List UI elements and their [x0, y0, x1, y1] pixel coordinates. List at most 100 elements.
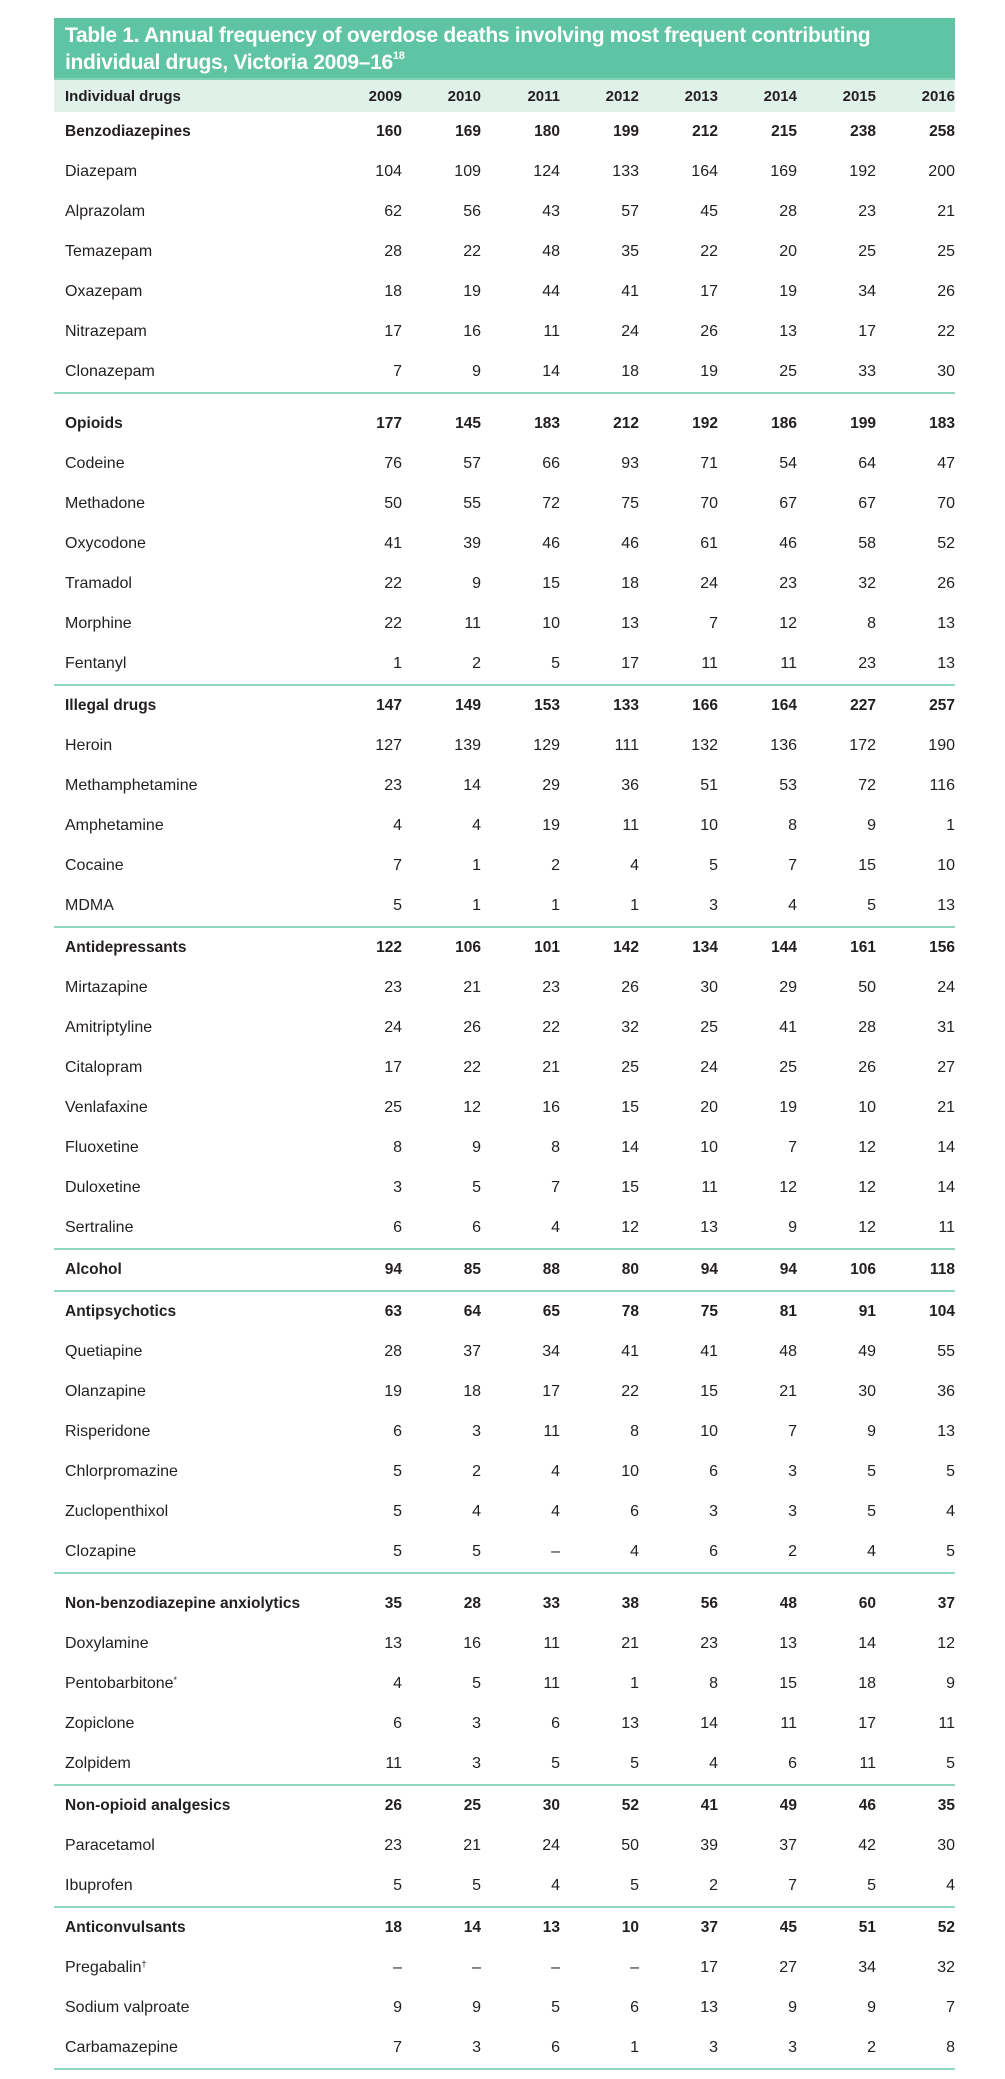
value-cell: 227	[850, 697, 876, 714]
value-cell: 10	[542, 615, 560, 632]
value-cell: 11	[543, 1675, 560, 1692]
drug-name: Venlafaxine	[54, 1099, 310, 1117]
value-cell: 61	[700, 535, 718, 552]
value-cell: 23	[779, 575, 797, 592]
value-cell: 52	[937, 1919, 955, 1936]
value-cells: 17 16 11 24 26 13 17 22	[323, 323, 955, 341]
table-row: Clonazepam 7 9 14 18 19 25 33 30	[54, 352, 955, 392]
table-row: Citalopram 17 22 21 25 24 25 26 27	[54, 1048, 955, 1088]
title-reference: 18	[392, 50, 405, 62]
value-cell: 22	[621, 1383, 639, 1400]
value-cell: 142	[613, 939, 639, 956]
value-cells: 18 14 13 10 37 45 51 52	[323, 1919, 955, 1937]
value-cell: 7	[393, 2039, 402, 2056]
table-row: Fentanyl 1 2 5 17 11 11 23 13	[54, 644, 955, 684]
value-cell: 70	[937, 495, 955, 512]
value-cell: 26	[858, 1059, 876, 1076]
header-year: 2011	[527, 87, 560, 105]
value-cell: 14	[700, 1715, 718, 1732]
table-title-text: Table 1. Annual frequency of overdose de…	[65, 24, 871, 74]
value-cell: 20	[779, 243, 797, 260]
table-row: Sodium valproate 9 9 5 6 13 9 9 7	[54, 1988, 955, 2028]
value-cell: 2	[551, 857, 560, 874]
value-cell: 5	[393, 1503, 402, 1520]
drug-name: Heroin	[54, 737, 310, 755]
value-cell: 3	[472, 1423, 481, 1440]
value-cell: 164	[691, 163, 718, 180]
value-cells: 22 9 15 18 24 23 32 26	[323, 575, 955, 593]
value-cell: 23	[384, 979, 402, 996]
value-cell: 72	[858, 777, 876, 794]
drug-name: Amphetamine	[54, 817, 310, 835]
value-cell: 28	[779, 203, 797, 220]
value-cell: 81	[779, 1303, 797, 1320]
drug-name-text: Diazepam	[65, 163, 138, 180]
value-cell: 52	[621, 1797, 639, 1814]
value-cell: 14	[463, 777, 481, 794]
value-cell: 7	[709, 615, 718, 632]
value-cell: 1	[472, 897, 481, 914]
value-cell: 7	[946, 1999, 955, 2016]
value-cell: 4	[630, 1543, 639, 1560]
table-row: Zopiclone 6 3 6 13 14 11 17 11	[54, 1704, 955, 1744]
value-cell: 36	[937, 1383, 955, 1400]
value-cell: 104	[375, 163, 402, 180]
value-cell: 41	[621, 1343, 639, 1360]
drug-name: Fentanyl	[54, 655, 310, 673]
drug-name: Alprazolam	[54, 203, 310, 221]
value-cell: 26	[937, 283, 955, 300]
drug-name: Carbamazepine	[54, 2039, 310, 2057]
drug-name-text: Cocaine	[65, 857, 124, 874]
drug-name: Tramadol	[54, 575, 310, 593]
drug-name: Sodium valproate	[54, 1999, 310, 2017]
value-cell: 106	[850, 1261, 876, 1278]
value-cell: 11	[543, 323, 560, 340]
drug-group: Alcohol 94 85 88 80 94 94 106 118	[54, 1250, 955, 1292]
value-cell: 13	[937, 655, 955, 672]
drug-name-text: MDMA	[65, 897, 114, 914]
value-cell: 45	[700, 203, 718, 220]
table-body: Benzodiazepines 160 169 180 199 212 215 238 258 D…	[54, 112, 955, 2070]
drug-name-text: Amitriptyline	[65, 1019, 153, 1036]
value-cell: 238	[850, 123, 876, 140]
value-cell: 18	[858, 1675, 876, 1692]
value-cell: 23	[384, 1837, 402, 1854]
value-cell: 10	[621, 1919, 639, 1936]
value-cell: 156	[929, 939, 955, 956]
value-cell: 24	[542, 1837, 560, 1854]
value-cell: 21	[621, 1635, 639, 1652]
value-cell: 43	[542, 203, 560, 220]
value-cell: 9	[472, 363, 481, 380]
table-row: Risperidone 6 3 11 8 10 7 9 13	[54, 1412, 955, 1452]
value-cell: 3	[393, 1179, 402, 1196]
value-cell: 48	[542, 243, 560, 260]
value-cell: 101	[534, 939, 560, 956]
value-cell: 13	[700, 1999, 718, 2016]
value-cell: 26	[937, 575, 955, 592]
drug-name-text: Antipsychotics	[65, 1303, 177, 1320]
value-cell: 4	[867, 1543, 876, 1560]
value-cell: 3	[788, 1463, 797, 1480]
value-cell: 6	[630, 1503, 639, 1520]
value-cell: 9	[867, 1999, 876, 2016]
value-cell: 199	[850, 415, 876, 432]
value-cell: 3	[709, 1503, 718, 1520]
value-cell: 5	[867, 1877, 876, 1894]
value-cell: –	[551, 1959, 560, 1976]
value-cell: 15	[621, 1179, 639, 1196]
value-cells: 18 19 44 41 17 19 34 26	[323, 283, 955, 301]
value-cell: 65	[542, 1303, 560, 1320]
value-cell: 15	[621, 1099, 639, 1116]
drug-name: Opioids	[54, 415, 310, 433]
value-cell: 13	[937, 897, 955, 914]
value-cell: 15	[858, 857, 876, 874]
value-cells: 7 3 6 1 3 3 2 8	[323, 2039, 955, 2057]
value-cell: 78	[621, 1303, 639, 1320]
table-row: Cocaine 7 1 2 4 5 7 15 10	[54, 846, 955, 886]
drug-name: Olanzapine	[54, 1383, 310, 1401]
value-cell: 7	[788, 1139, 797, 1156]
value-cell: 109	[454, 163, 481, 180]
value-cell: 5	[630, 1877, 639, 1894]
value-cell: 5	[472, 1675, 481, 1692]
value-cell: 4	[551, 1219, 560, 1236]
